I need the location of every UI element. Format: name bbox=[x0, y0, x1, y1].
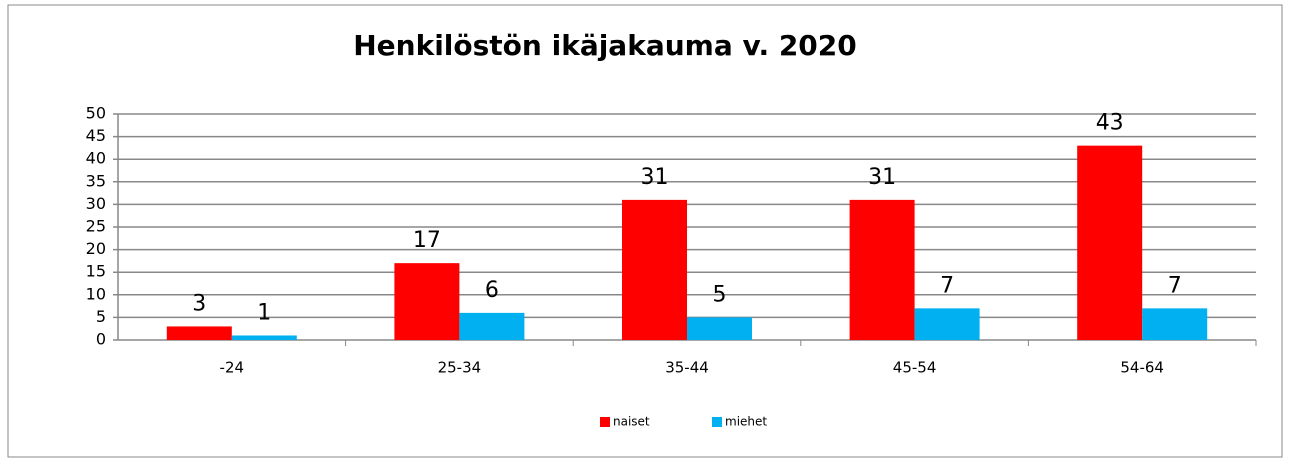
y-tick-label: 40 bbox=[86, 149, 106, 168]
y-tick-label: 25 bbox=[86, 217, 106, 236]
bar bbox=[459, 312, 525, 340]
value-label: 31 bbox=[868, 165, 896, 190]
value-label: 31 bbox=[641, 165, 669, 190]
chart-title: Henkilöstön ikäjakauma v. 2020 bbox=[353, 29, 857, 62]
legend-swatch bbox=[600, 417, 610, 427]
y-tick-label: 50 bbox=[86, 104, 106, 123]
bar bbox=[849, 199, 915, 340]
bar bbox=[1142, 308, 1208, 340]
value-label: 17 bbox=[413, 228, 441, 253]
y-tick-label: 35 bbox=[86, 171, 106, 190]
x-tick-label: 35-44 bbox=[665, 359, 709, 377]
x-tick-label: -24 bbox=[220, 359, 245, 377]
value-label: 6 bbox=[485, 278, 499, 303]
value-label: 5 bbox=[713, 282, 727, 307]
x-tick-label: 45-54 bbox=[893, 359, 937, 377]
bar bbox=[394, 263, 460, 340]
y-tick-label: 5 bbox=[96, 307, 106, 326]
y-tick-label: 15 bbox=[86, 262, 106, 281]
value-label: 43 bbox=[1096, 111, 1124, 136]
x-tick-label: 54-64 bbox=[1120, 359, 1164, 377]
y-tick-label: 45 bbox=[86, 126, 106, 145]
bar bbox=[914, 308, 980, 340]
value-label: 3 bbox=[192, 291, 206, 316]
y-tick-label: 30 bbox=[86, 194, 106, 213]
bar bbox=[166, 326, 232, 340]
y-tick-label: 0 bbox=[96, 330, 106, 349]
y-tick-label: 10 bbox=[86, 284, 106, 303]
x-tick-label: 25-34 bbox=[438, 359, 482, 377]
legend-swatch bbox=[712, 417, 722, 427]
legend-label: naiset bbox=[613, 415, 650, 429]
value-label: 7 bbox=[1168, 273, 1182, 298]
y-tick-label: 20 bbox=[86, 239, 106, 258]
bar bbox=[622, 199, 687, 340]
bar bbox=[687, 317, 752, 340]
value-label: 7 bbox=[940, 273, 954, 298]
bar bbox=[1077, 145, 1143, 340]
bar bbox=[231, 335, 297, 340]
legend-label: miehet bbox=[725, 415, 767, 429]
value-label: 1 bbox=[257, 300, 271, 325]
